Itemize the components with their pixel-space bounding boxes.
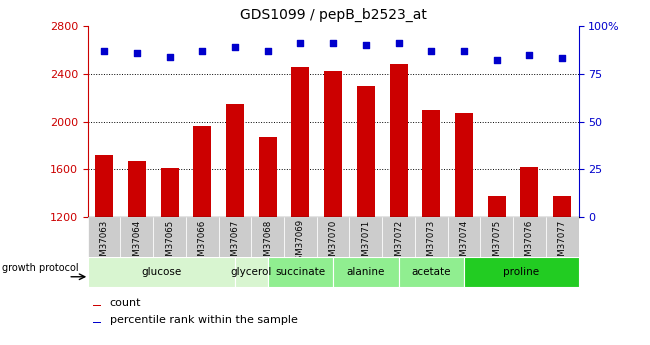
Bar	[398, 257, 464, 287]
Bar	[193, 126, 211, 345]
Bar	[252, 217, 284, 257]
Point	[393, 40, 404, 46]
Bar	[324, 71, 342, 345]
Bar	[128, 161, 146, 345]
Point	[361, 42, 371, 48]
Bar	[268, 257, 333, 287]
Text: percentile rank within the sample: percentile rank within the sample	[110, 315, 298, 325]
Bar	[317, 217, 350, 257]
Bar	[226, 104, 244, 345]
Bar	[455, 113, 473, 345]
Point	[263, 48, 273, 53]
Text: GSM37066: GSM37066	[198, 219, 207, 267]
Point	[557, 56, 567, 61]
Point	[525, 52, 535, 57]
Point	[491, 58, 502, 63]
Bar	[284, 217, 317, 257]
Text: GSM37070: GSM37070	[329, 219, 337, 267]
Title: GDS1099 / pepB_b2523_at: GDS1099 / pepB_b2523_at	[240, 8, 426, 22]
Text: GSM37074: GSM37074	[460, 219, 469, 267]
Text: glycerol: glycerol	[231, 267, 272, 277]
Text: GSM37077: GSM37077	[558, 219, 567, 267]
Point	[328, 40, 338, 46]
Text: GSM37069: GSM37069	[296, 219, 305, 266]
Text: GSM37067: GSM37067	[231, 219, 239, 267]
Point	[230, 44, 240, 50]
Text: count: count	[110, 298, 141, 308]
Text: GSM37071: GSM37071	[361, 219, 370, 267]
Text: growth protocol: growth protocol	[2, 263, 79, 273]
Bar	[382, 217, 415, 257]
Text: GSM37064: GSM37064	[133, 219, 141, 267]
Bar	[488, 196, 506, 345]
Point	[295, 40, 306, 46]
Point	[99, 48, 109, 53]
Point	[197, 48, 207, 53]
Bar	[161, 168, 179, 345]
Bar	[218, 217, 252, 257]
Text: alanine: alanine	[346, 267, 385, 277]
Bar	[464, 257, 578, 287]
Bar	[88, 257, 235, 287]
Bar	[93, 305, 101, 306]
Bar	[480, 217, 513, 257]
Point	[131, 50, 142, 56]
Text: succinate: succinate	[276, 267, 326, 277]
Text: proline: proline	[503, 267, 540, 277]
Bar	[153, 217, 186, 257]
Text: GSM37063: GSM37063	[99, 219, 109, 267]
Bar	[389, 64, 408, 345]
Bar	[259, 137, 277, 345]
Bar	[546, 217, 578, 257]
Bar	[422, 110, 440, 345]
Bar	[357, 86, 375, 345]
Bar	[95, 155, 113, 345]
Bar	[513, 217, 546, 257]
Bar	[93, 322, 101, 323]
Bar	[88, 217, 120, 257]
Point	[164, 54, 175, 59]
Bar	[521, 167, 538, 345]
Text: GSM37073: GSM37073	[427, 219, 436, 267]
Text: GSM37065: GSM37065	[165, 219, 174, 267]
Bar	[415, 217, 448, 257]
Point	[426, 48, 437, 53]
Point	[459, 48, 469, 53]
Bar	[333, 257, 398, 287]
Bar	[291, 67, 309, 345]
Text: GSM37075: GSM37075	[492, 219, 501, 267]
Bar	[186, 217, 218, 257]
Bar	[350, 217, 382, 257]
Bar	[553, 196, 571, 345]
Bar	[448, 217, 480, 257]
Text: GSM37068: GSM37068	[263, 219, 272, 267]
Text: GSM37076: GSM37076	[525, 219, 534, 267]
Text: GSM37072: GSM37072	[394, 219, 403, 267]
Bar	[235, 257, 268, 287]
Text: acetate: acetate	[411, 267, 451, 277]
Bar	[120, 217, 153, 257]
Text: glucose: glucose	[141, 267, 181, 277]
